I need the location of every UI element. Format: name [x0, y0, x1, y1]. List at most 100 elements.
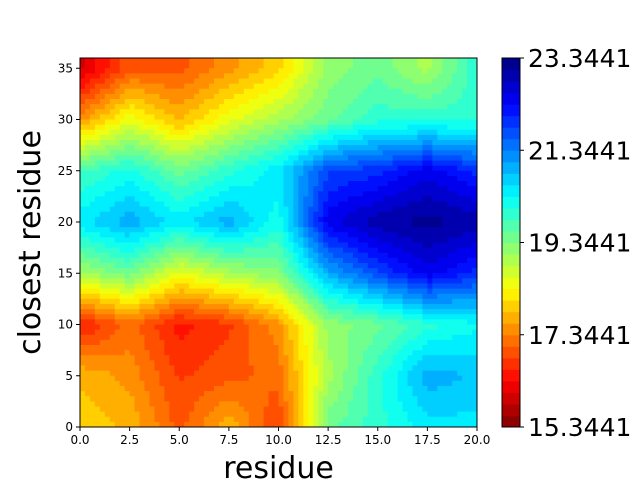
- contour-cell: [377, 345, 384, 351]
- contour-cell: [293, 278, 299, 285]
- contour-cell: [238, 222, 245, 228]
- contour-cell: [248, 73, 255, 80]
- contour-cell: [179, 263, 185, 269]
- contour-cell: [442, 314, 448, 320]
- contour-cell: [233, 293, 240, 300]
- contour-cell: [94, 247, 101, 254]
- contour-cell: [263, 124, 270, 131]
- contour-cell: [412, 201, 419, 208]
- contour-cell: [462, 339, 468, 346]
- contour-cell: [338, 222, 344, 228]
- contour-cell: [447, 263, 453, 269]
- contour-cell: [174, 181, 180, 187]
- contour-cell: [347, 124, 354, 131]
- contour-cell: [169, 145, 175, 151]
- contour-cell: [313, 283, 319, 290]
- contour-cell: [457, 140, 463, 146]
- contour-cell: [119, 181, 126, 187]
- contour-cell: [204, 339, 210, 346]
- contour-cell: [268, 273, 275, 279]
- contour-cell: [258, 263, 265, 269]
- contour-cell: [209, 319, 215, 326]
- contour-cell: [387, 334, 394, 341]
- contour-cell: [367, 252, 374, 259]
- contour-cell: [313, 186, 319, 192]
- contour-cell: [372, 237, 379, 244]
- contour-cell: [104, 211, 111, 218]
- contour-cell: [209, 99, 215, 105]
- contour-cell: [258, 247, 265, 254]
- contour-cell: [189, 150, 195, 156]
- contour-cell: [308, 257, 314, 264]
- contour-cell: [367, 365, 374, 372]
- contour-cell: [184, 165, 190, 172]
- contour-cell: [129, 350, 136, 356]
- contour-cell: [387, 211, 394, 218]
- contour-cell: [104, 140, 111, 146]
- contour-cell: [149, 324, 156, 331]
- contour-cell: [149, 175, 156, 182]
- contour-cell: [422, 63, 428, 69]
- contour-cell: [392, 165, 399, 172]
- contour-cell: [99, 58, 106, 64]
- contour-cell: [189, 140, 195, 146]
- contour-cell: [154, 334, 160, 341]
- contour-cell: [154, 298, 160, 305]
- contour-cell: [407, 350, 414, 356]
- contour-cell: [278, 211, 285, 218]
- contour-cell: [124, 211, 131, 218]
- contour-cell: [387, 314, 394, 320]
- contour-cell: [243, 216, 250, 223]
- contour-cell: [367, 319, 374, 326]
- contour-cell: [377, 150, 384, 156]
- contour-cell: [288, 83, 294, 90]
- contour-cell: [243, 350, 250, 356]
- contour-cell: [144, 293, 151, 300]
- contour-cell: [169, 140, 175, 146]
- contour-cell: [134, 63, 141, 69]
- contour-cell: [382, 104, 389, 110]
- contour-cell: [313, 216, 319, 223]
- contour-cell: [94, 334, 101, 341]
- contour-cell: [218, 88, 225, 95]
- contour-cell: [169, 355, 175, 361]
- contour-cell: [357, 237, 364, 244]
- contour-cell: [253, 170, 260, 177]
- contour-cell: [164, 350, 170, 356]
- contour-cell: [343, 314, 349, 320]
- contour-cell: [99, 78, 106, 85]
- contour-cell: [278, 288, 285, 295]
- contour-cell: [174, 165, 180, 172]
- contour-cell: [323, 211, 329, 218]
- contour-cell: [124, 370, 131, 377]
- contour-cell: [318, 293, 324, 300]
- contour-cell: [442, 114, 448, 121]
- contour-cell: [372, 242, 379, 249]
- contour-cell: [174, 288, 180, 295]
- contour-cell: [154, 252, 160, 259]
- contour-cell: [228, 283, 235, 290]
- contour-cell: [204, 186, 210, 192]
- contour-cell: [124, 83, 131, 90]
- contour-cell: [189, 273, 195, 279]
- contour-cell: [462, 119, 468, 126]
- contour-cell: [382, 145, 389, 151]
- contour-cell: [99, 191, 106, 197]
- contour-cell: [357, 170, 364, 177]
- contour-cell: [213, 145, 220, 151]
- contour-cell: [84, 175, 91, 182]
- contour-cell: [323, 109, 329, 115]
- contour-cell: [213, 222, 220, 228]
- contour-cell: [397, 99, 404, 105]
- contour-cell: [452, 268, 458, 274]
- contour-cell: [392, 360, 399, 367]
- contour-cell: [80, 160, 86, 167]
- contour-cell: [442, 309, 448, 315]
- contour-cell: [248, 68, 255, 74]
- contour-cell: [467, 206, 473, 213]
- contour-cell: [422, 242, 428, 249]
- contour-cell: [397, 288, 404, 295]
- contour-cell: [293, 293, 299, 300]
- contour-cell: [333, 247, 339, 254]
- contour-cell: [204, 119, 210, 126]
